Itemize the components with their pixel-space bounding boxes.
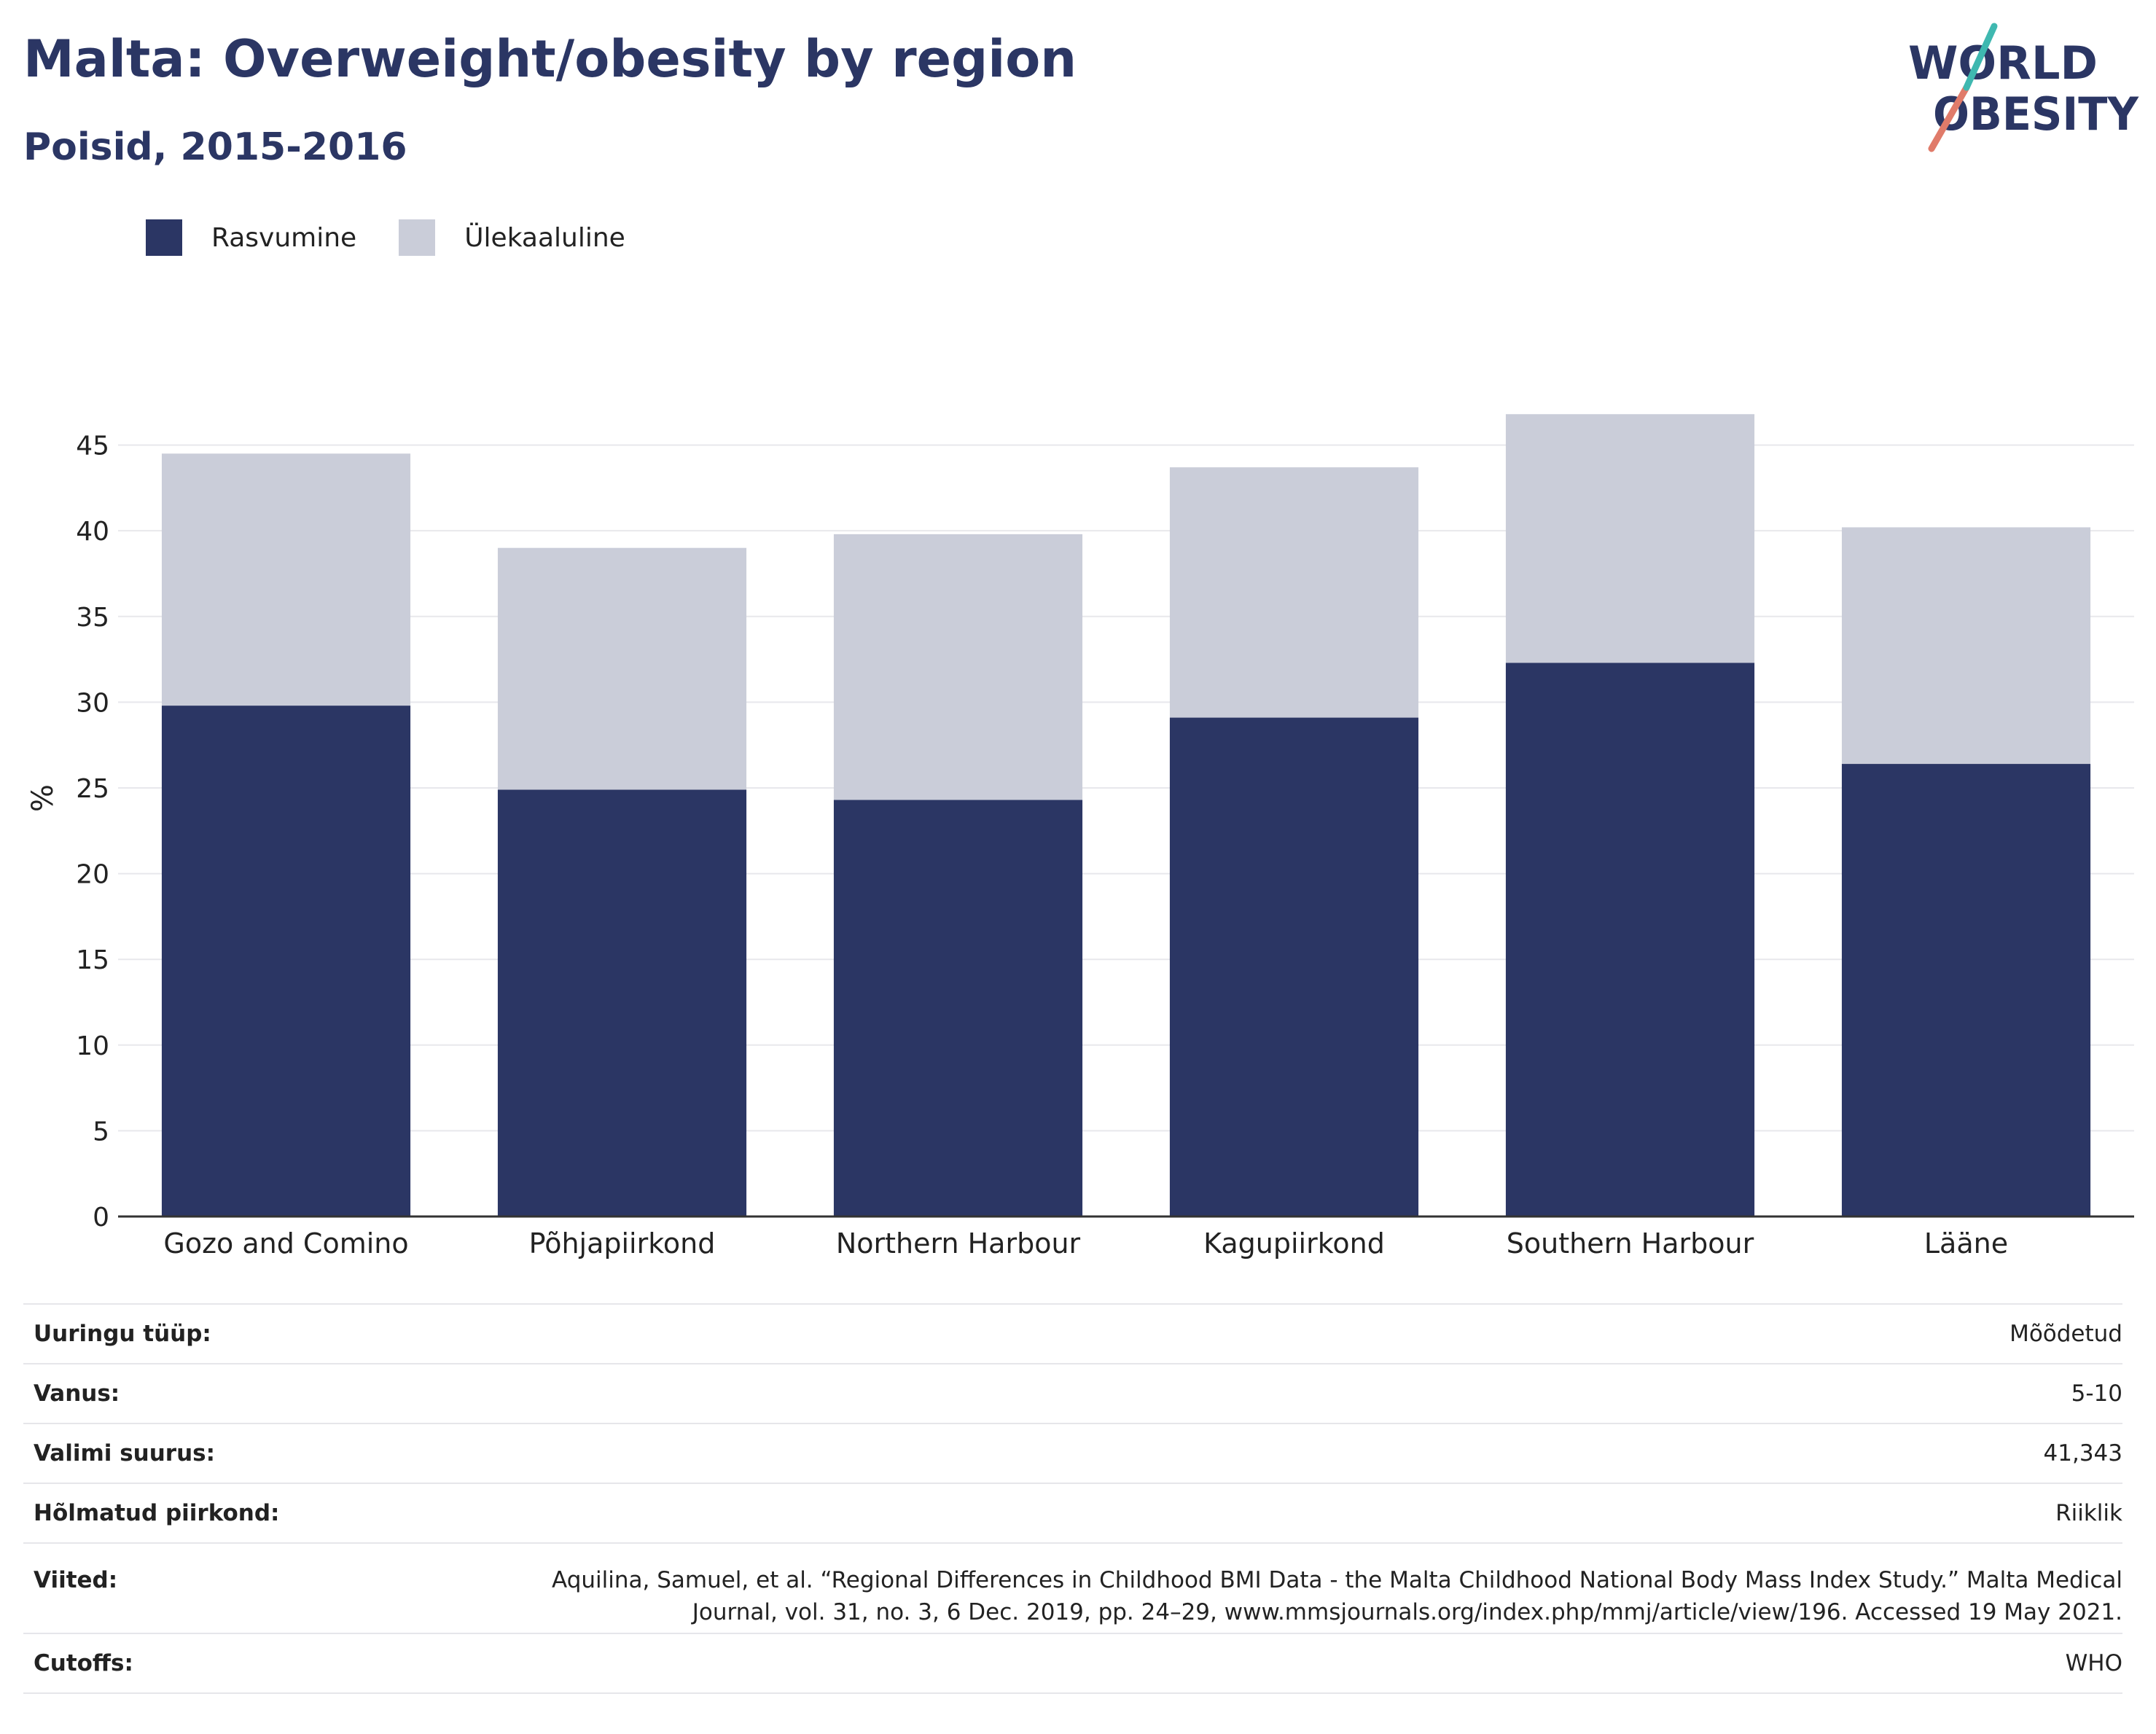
info-label: Valimi suurus: bbox=[34, 1440, 215, 1467]
chart-legend: Rasvumine Ülekaaluline bbox=[146, 217, 668, 258]
info-row-survey-type: Uuringu tüüp: Mõõdetud bbox=[23, 1304, 2122, 1364]
y-tick-label: 40 bbox=[76, 517, 109, 547]
info-value: WHO bbox=[2065, 1650, 2122, 1676]
y-tick-label: 25 bbox=[76, 774, 109, 804]
info-value: 41,343 bbox=[2043, 1440, 2122, 1467]
info-row-sample-size: Valimi suurus: 41,343 bbox=[23, 1423, 2122, 1483]
bar-obesity bbox=[161, 706, 411, 1216]
legend-label-overweight: Ülekaaluline bbox=[464, 222, 625, 253]
legend-label-obesity: Rasvumine bbox=[211, 222, 357, 253]
info-row-coverage: Hõlmatud piirkond: Riiklik bbox=[23, 1483, 2122, 1543]
y-tick-label: 5 bbox=[93, 1117, 109, 1147]
x-tick-label: Gozo and Comino bbox=[163, 1227, 408, 1260]
y-tick-label: 15 bbox=[76, 945, 109, 975]
bar-overweight bbox=[1841, 527, 2091, 765]
legend-item-obesity[interactable]: Rasvumine bbox=[146, 219, 356, 256]
world-obesity-logo: WORLD OBESITY bbox=[1908, 23, 2139, 152]
y-tick-label: 10 bbox=[76, 1031, 109, 1061]
info-label: Uuringu tüüp: bbox=[34, 1321, 211, 1347]
info-table: Uuringu tüüp: Mõõdetud Vanus: 5-10 Valim… bbox=[23, 1303, 2122, 1694]
legend-swatch-obesity bbox=[146, 219, 182, 256]
bar-overweight bbox=[833, 534, 1083, 800]
y-tick-label: 35 bbox=[76, 603, 109, 633]
x-tick-label: Põhjapiirkond bbox=[529, 1227, 716, 1260]
legend-swatch-overweight bbox=[399, 219, 436, 256]
bar-obesity bbox=[497, 789, 747, 1216]
info-row-cutoffs: Cutoffs: WHO bbox=[23, 1633, 2122, 1693]
info-label: Vanus: bbox=[34, 1380, 120, 1407]
bar-obesity bbox=[833, 800, 1083, 1216]
info-value: 5-10 bbox=[2071, 1380, 2122, 1407]
bar-obesity bbox=[1841, 764, 2091, 1216]
bar-overweight bbox=[1169, 467, 1419, 718]
info-label: Cutoffs: bbox=[34, 1650, 133, 1676]
y-tick-label: 30 bbox=[76, 688, 109, 718]
bar-overweight bbox=[497, 547, 747, 790]
y-tick-label: 0 bbox=[93, 1203, 109, 1233]
x-tick-label: Southern Harbour bbox=[1507, 1227, 1754, 1260]
y-tick-label: 45 bbox=[76, 431, 109, 461]
x-tick-label: Northern Harbour bbox=[836, 1227, 1081, 1260]
bar-obesity bbox=[1505, 663, 1755, 1216]
y-axis-label: % bbox=[26, 784, 60, 812]
info-value: Mõõdetud bbox=[2009, 1321, 2122, 1347]
bar-chart: 0 5 10 15 20 25 30 35 40 45% Gozo and Comino Põhjap… bbox=[26, 414, 2134, 1260]
bar-overweight bbox=[161, 453, 411, 706]
chart-title: Malta: Overweight/obesity by region bbox=[23, 29, 1077, 89]
logo-word-1: WORLD bbox=[1908, 36, 2098, 90]
info-label: Hõlmatud piirkond: bbox=[34, 1500, 280, 1526]
legend-item-overweight[interactable]: Ülekaaluline bbox=[399, 219, 625, 256]
info-value: Riiklik bbox=[2055, 1500, 2122, 1526]
info-label: Viited: bbox=[34, 1567, 118, 1593]
x-tick-label: Kagupiirkond bbox=[1203, 1227, 1385, 1260]
info-value: Aquilina, Samuel, et al. “Regional Diffe… bbox=[552, 1567, 2122, 1625]
chart-subtitle: Poisid, 2015-2016 bbox=[23, 125, 407, 169]
bar-overweight bbox=[1505, 414, 1755, 663]
bar-obesity bbox=[1169, 717, 1419, 1216]
y-tick-label: 20 bbox=[76, 860, 109, 890]
logo-word-2: OBESITY bbox=[1933, 87, 2139, 141]
logo-slash-red bbox=[1928, 84, 1970, 152]
logo-slash-teal bbox=[1963, 23, 1998, 91]
x-tick-label: Lääne bbox=[1924, 1227, 2008, 1260]
info-row-references: Viited: Aquilina, Samuel, et al. “Region… bbox=[23, 1543, 2122, 1633]
info-row-age: Vanus: 5-10 bbox=[23, 1364, 2122, 1423]
